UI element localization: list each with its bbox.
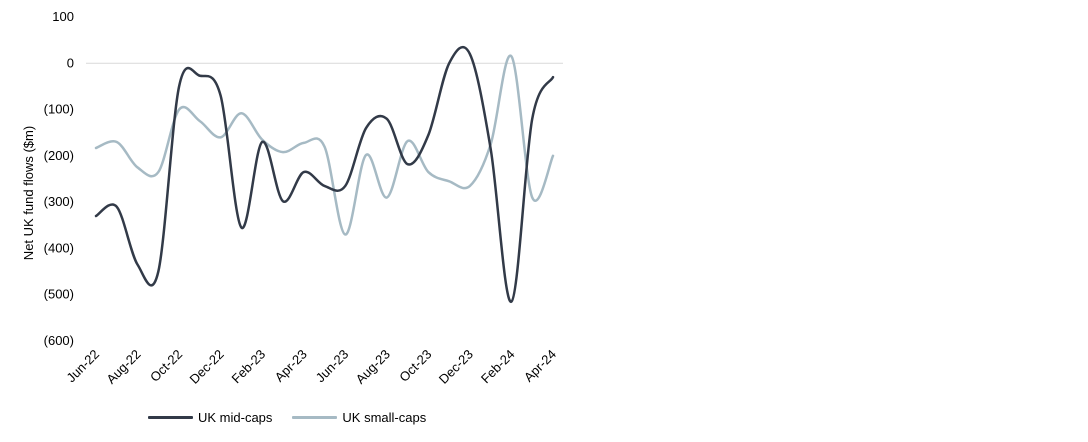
legend-swatch-mid-caps bbox=[148, 416, 193, 419]
legend-label-mid-caps: UK mid-caps bbox=[198, 410, 273, 425]
y-tick-label: (600) bbox=[44, 333, 74, 348]
legend: UK mid-caps UK small-caps bbox=[148, 410, 446, 425]
x-tick-label: Dec-22 bbox=[187, 347, 227, 387]
x-tick-label: Oct-22 bbox=[147, 347, 185, 385]
series-line-small-caps bbox=[94, 54, 555, 236]
y-tick-label: (500) bbox=[44, 287, 74, 302]
x-axis-ticks: Jun-22 Aug-22 Oct-22 Dec-22 Feb-23 Apr-23 Jun-… bbox=[63, 347, 559, 387]
x-tick-label: Apr-24 bbox=[521, 347, 559, 385]
legend-label-small-caps: UK small-caps bbox=[342, 410, 427, 425]
y-tick-label: (300) bbox=[44, 194, 74, 209]
x-tick-label: Jun-22 bbox=[63, 347, 102, 386]
y-tick-label: (100) bbox=[44, 102, 74, 117]
x-tick-label: Aug-22 bbox=[103, 347, 143, 387]
legend-swatch-small-caps bbox=[292, 416, 338, 419]
y-tick-label: 0 bbox=[67, 55, 74, 70]
x-tick-label: Feb-23 bbox=[229, 347, 269, 387]
y-axis-ticks: 100 0 (100) (200) (300) (400) (500) (600) bbox=[44, 9, 74, 348]
legend-item-small-caps: UK small-caps bbox=[292, 410, 426, 425]
x-tick-label: Oct-23 bbox=[396, 347, 434, 385]
y-tick-label: (200) bbox=[44, 148, 74, 163]
x-tick-label: Jun-23 bbox=[313, 347, 352, 386]
x-tick-label: Feb-24 bbox=[478, 347, 518, 387]
y-tick-label: 100 bbox=[52, 9, 74, 24]
series-line-mid-caps bbox=[94, 45, 555, 303]
y-axis-label: Net UK fund flows ($m) bbox=[21, 126, 36, 260]
y-tick-label: (400) bbox=[44, 240, 74, 255]
series-lines bbox=[94, 45, 555, 303]
x-tick-label: Dec-23 bbox=[436, 347, 476, 387]
legend-item-mid-caps: UK mid-caps bbox=[148, 410, 272, 425]
x-tick-label: Apr-23 bbox=[272, 347, 310, 385]
x-tick-label: Aug-23 bbox=[353, 347, 393, 387]
